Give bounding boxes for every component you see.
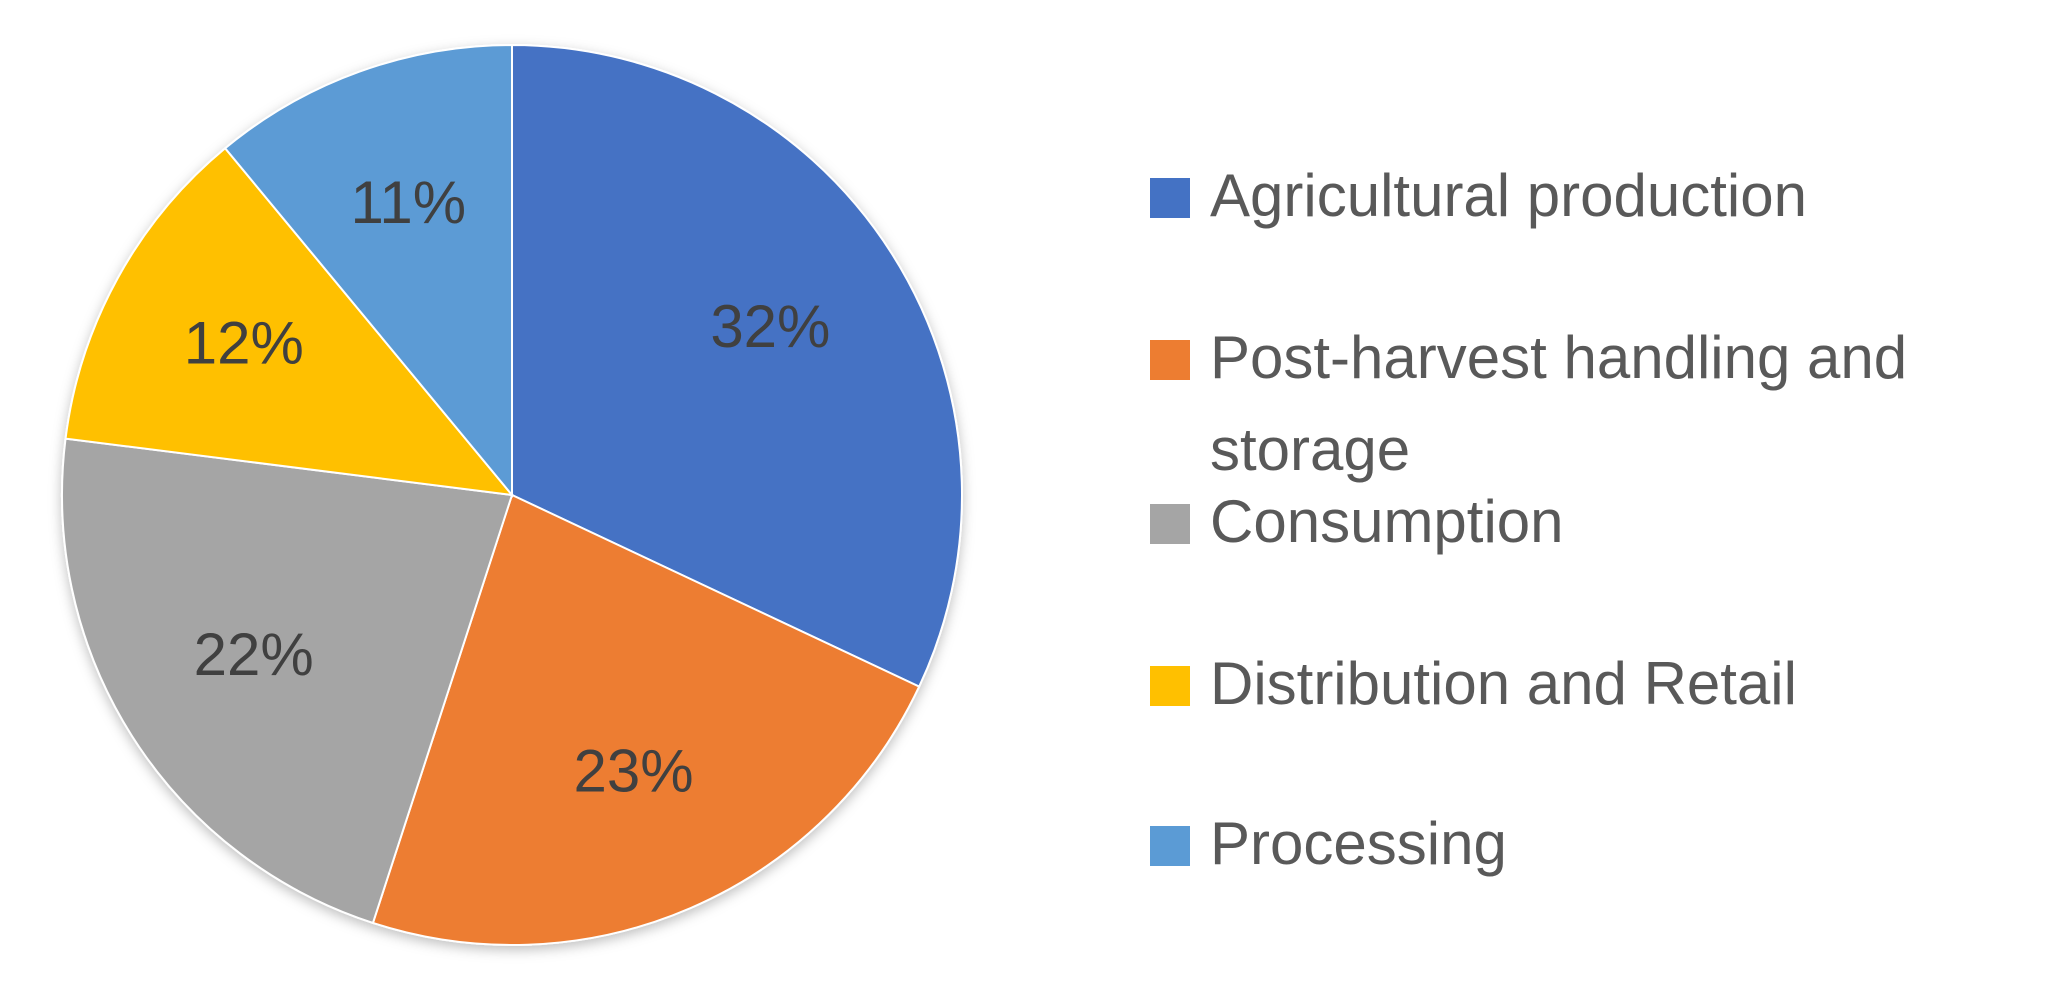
legend-item-4: Distribution and Retail: [1150, 638, 2030, 730]
pie-slice-5: [223, 43, 513, 498]
legend-item-1: Agricultural production: [1150, 150, 2030, 242]
data-label-2: 23%: [573, 738, 693, 805]
legend-swatch-2: [1150, 340, 1190, 380]
legend-label-1: Agricultural production: [1210, 162, 1807, 229]
data-label-4: 12%: [184, 309, 304, 376]
legend-label-2: Post-harvest handling and storage: [1210, 324, 1908, 483]
legend-swatch-5: [1150, 826, 1190, 866]
pie-data-labels: 32% 23% 22% 12% 11%: [184, 169, 831, 805]
pie-slices: [61, 43, 963, 946]
legend-item-2: Post-harvest handling and storage: [1150, 312, 2030, 496]
legend-swatch-4: [1150, 666, 1190, 706]
pie-slice-4: [64, 146, 515, 497]
legend-label-5: Processing: [1210, 810, 1507, 877]
legend-swatch-1: [1150, 178, 1190, 218]
legend-item-5: Processing: [1150, 798, 2030, 890]
legend-label-4: Distribution and Retail: [1210, 650, 1797, 717]
legend-item-3: Consumption: [1150, 476, 2030, 568]
data-label-1: 32%: [710, 293, 830, 360]
pie-slice-3: [61, 437, 514, 925]
pie-slice-2: [371, 493, 921, 946]
legend-label-3: Consumption: [1210, 488, 1564, 555]
pie-slice-1: [511, 43, 963, 688]
data-label-5: 11%: [351, 169, 467, 236]
legend-swatch-3: [1150, 504, 1190, 544]
data-label-3: 22%: [194, 621, 314, 688]
